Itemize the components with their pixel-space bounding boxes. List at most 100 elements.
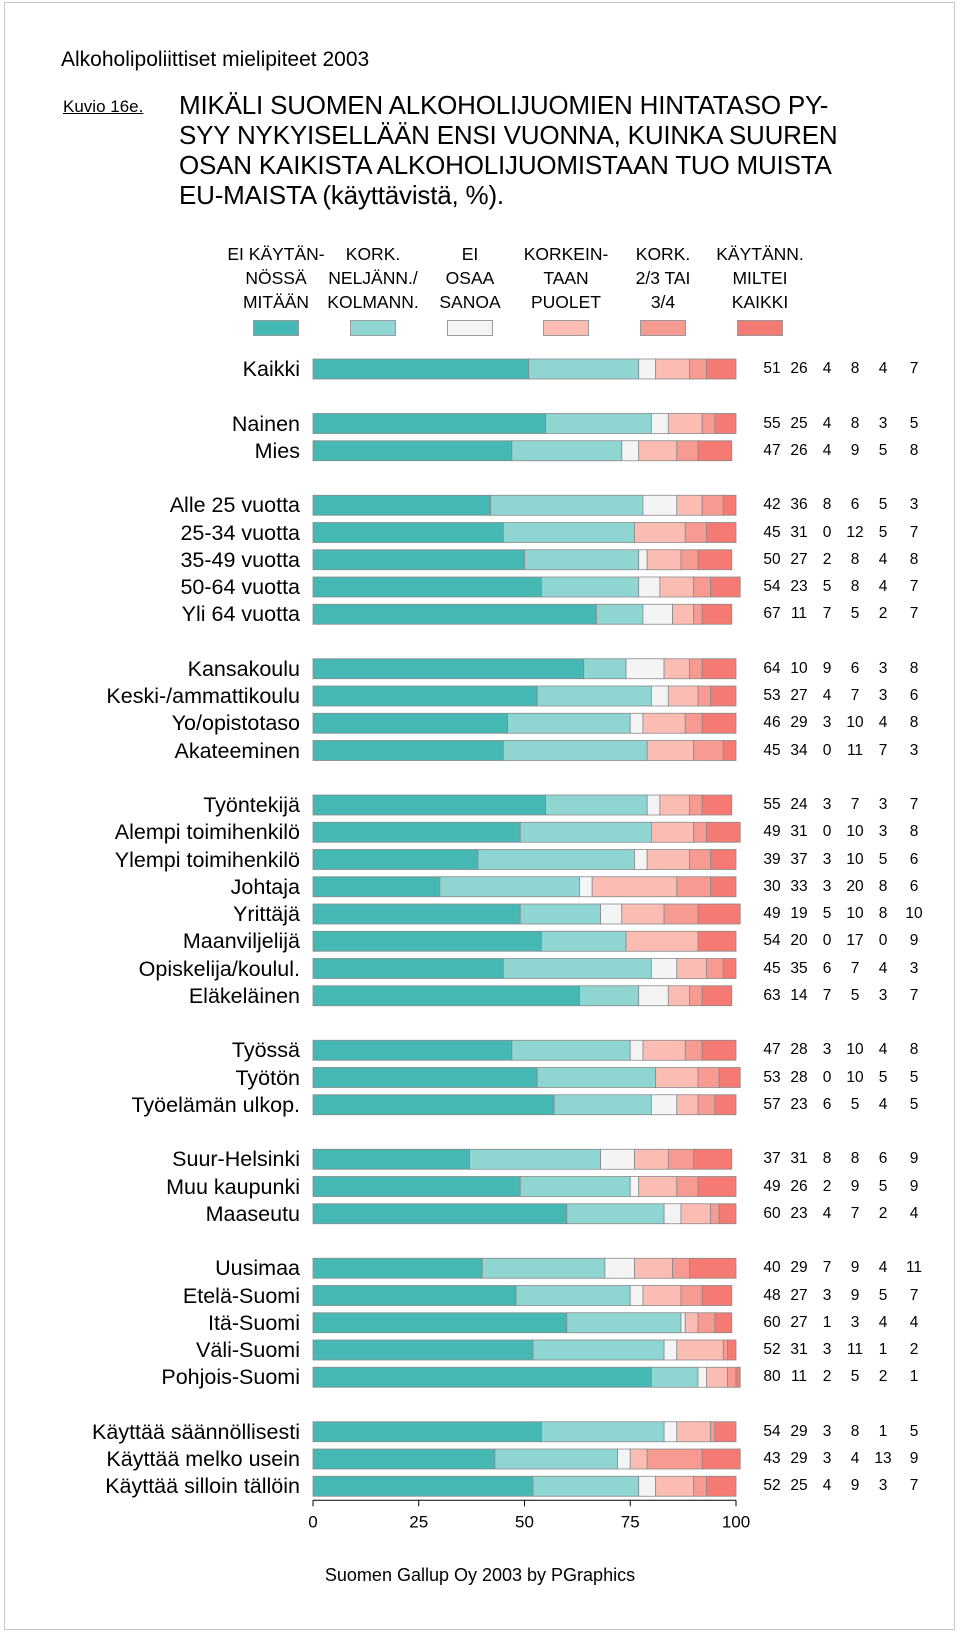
row-label: Käyttää säännöllisesti [92,1419,300,1444]
row-label: Käyttää silloin tällöin [105,1474,300,1499]
value-label: 29 [790,1259,808,1277]
bar-segment [684,522,707,543]
bar-segment [680,1203,712,1225]
value-label: 54 [763,578,781,595]
bar-segment [697,903,741,925]
bar-segment [651,413,669,434]
value-label: 9 [822,659,832,677]
bar-segment [684,1312,699,1334]
row-label: Kansakoulu [187,656,300,681]
value-label: 4 [878,1259,888,1277]
value-label: 7 [909,360,919,377]
bar-segment [676,494,703,516]
value-label: 3 [850,1313,860,1331]
value-label: 5 [822,578,832,595]
bar-segment [638,440,678,462]
bar-segment [312,685,538,707]
value-label: 3 [822,1041,832,1059]
value-label: 3 [909,741,919,759]
value-label: 42 [763,496,781,514]
value-label: 6 [850,659,860,677]
value-label: 5 [878,523,888,541]
value-label: 47 [763,1041,781,1059]
row-label: 25-34 vuotta [180,520,300,545]
bar-segment [502,740,648,761]
bar-segment [705,522,737,543]
value-label: 5 [878,496,888,514]
bar-segment [705,1366,728,1388]
value-label: 27 [790,1286,808,1304]
bar-segment [655,1475,695,1497]
value-label: 3 [822,1286,832,1304]
value-label: 43 [763,1450,781,1467]
value-label: 4 [822,1204,832,1222]
value-label: 3 [822,1450,832,1467]
legend-label: KORK. 2/3 TAI 3/4 [635,244,691,312]
bar-segment [663,1339,678,1361]
bar-segment [710,1203,720,1225]
bar-segment [524,549,640,571]
value-label: 9 [850,441,860,459]
row-label: Uusimaa [215,1256,300,1281]
bar-segment [312,985,580,1007]
value-label: 4 [850,1450,860,1467]
bar-segment [312,794,547,816]
value-label: 31 [790,1150,808,1168]
bar-segment [604,1257,635,1279]
value-label: 9 [909,1150,919,1168]
bar-segment [710,685,737,707]
value-label: 10 [846,823,864,841]
row-label: 50-64 vuotta [180,575,300,599]
bar-segment [684,1039,703,1061]
value-label: 2 [909,1341,919,1358]
bar-segment [312,1339,534,1361]
value-label: 1 [909,1368,919,1386]
bar-segment [477,849,635,870]
row-label: 35-49 vuotta [180,547,300,572]
bar-segment [710,1421,716,1443]
value-label: 49 [763,905,781,922]
value-label: 7 [850,1204,860,1222]
value-label: 6 [822,959,832,977]
bar-segment [710,849,737,870]
bar-segment [693,1475,707,1497]
bar-segment [667,985,690,1007]
bar-segment [701,658,737,680]
bar-segment [541,576,640,598]
bar-segment [553,1094,652,1116]
bar-segment [312,522,504,543]
value-label: 5 [909,1095,919,1113]
legend-label: EI OSAA SANOA [439,244,501,312]
row-label: Työelämän ulkop. [131,1092,300,1117]
value-label: 46 [763,714,781,732]
value-label: 3 [878,986,888,1004]
value-label: 7 [909,796,919,813]
value-label: 8 [909,1041,919,1059]
value-label: 3 [909,959,919,977]
legend-swatch [640,320,686,336]
bar-segment [583,658,627,680]
value-label: 9 [850,1477,860,1495]
bar-segment [701,794,733,816]
legend-swatch [253,320,299,336]
row-label: Opiskelija/koulul. [138,956,300,981]
bar-segment [312,849,479,870]
bar-segment [600,1148,635,1170]
value-label: 4 [822,360,832,377]
bar-segment [693,740,724,761]
value-label: 3 [822,1422,832,1440]
legend-label: KORK. NELJÄNN./ KOLMANN. [327,244,419,312]
value-label: 7 [909,523,919,541]
bar-segment [312,903,521,925]
value-label: 10 [846,905,864,922]
value-label: 27 [790,1313,808,1331]
value-label: 0 [822,932,832,950]
bar-segment [638,1176,678,1197]
value-label: 7 [909,578,919,595]
bar-segment [697,1312,716,1334]
value-label: 7 [850,959,860,977]
value-label: 35 [790,959,808,977]
value-label: 26 [790,441,808,459]
legend-item: KORK. NELJÄNN./ KOLMANN. [318,242,428,336]
value-label: 31 [790,1341,808,1358]
